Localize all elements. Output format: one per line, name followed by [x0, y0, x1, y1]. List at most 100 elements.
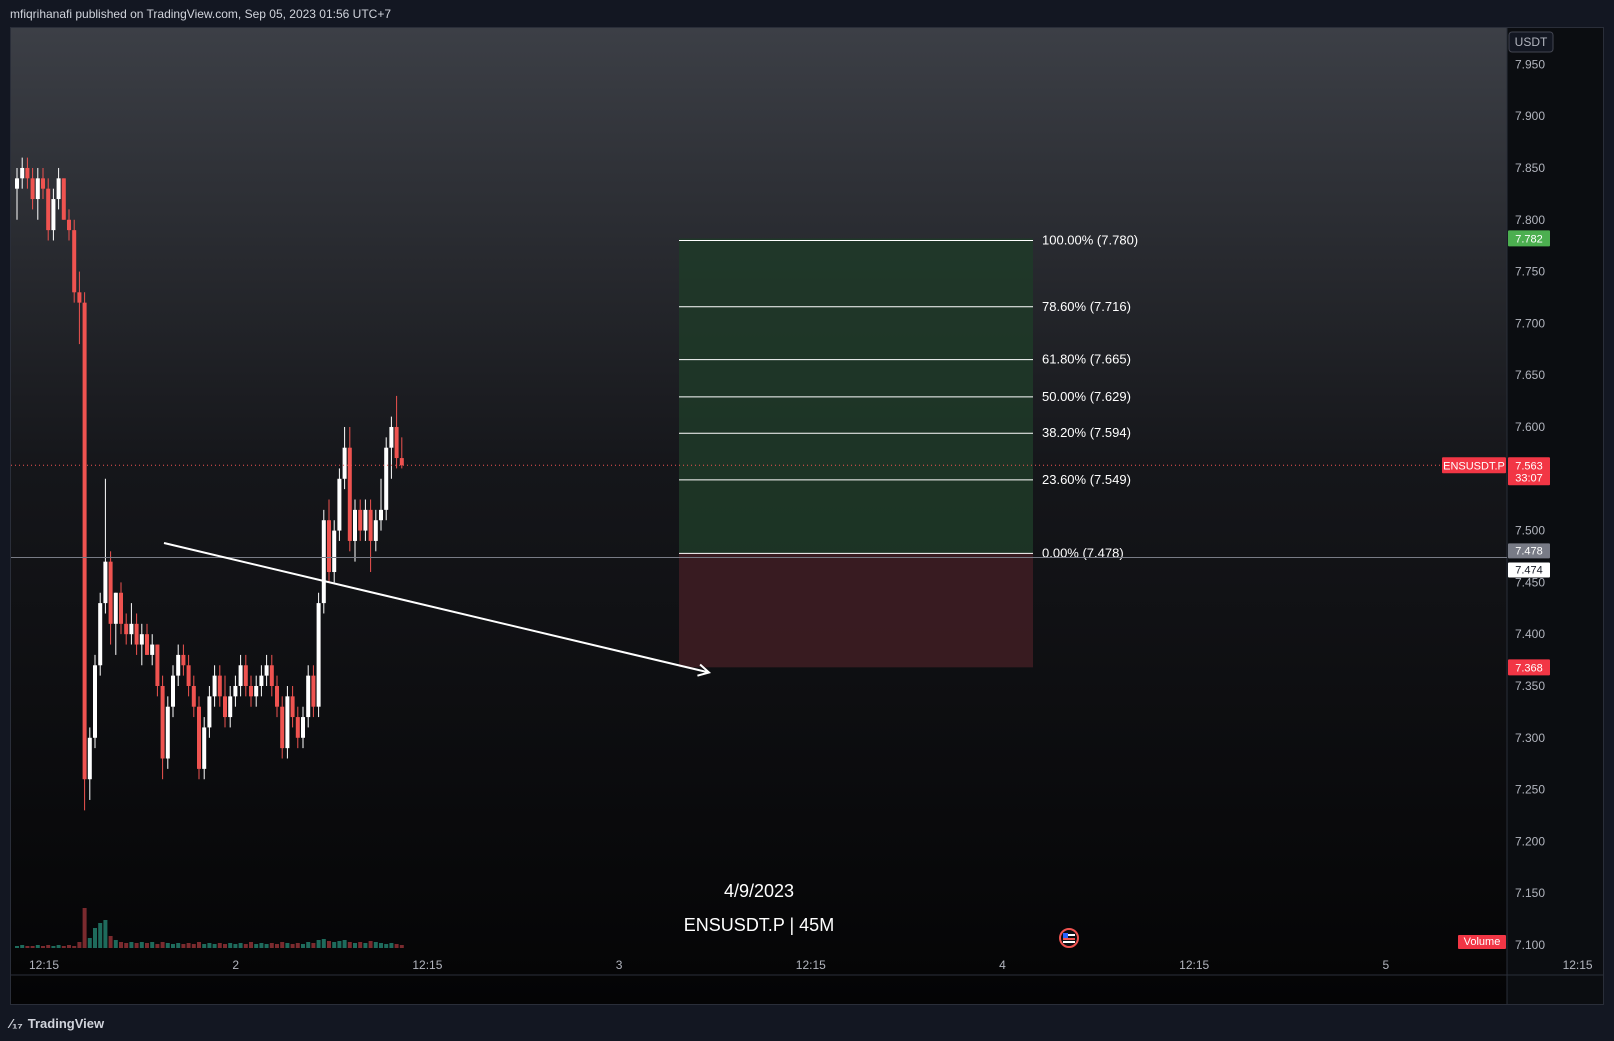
volume-bar: [113, 940, 118, 948]
stop-price-label: 7.368: [1515, 662, 1543, 674]
volume-bar: [254, 944, 259, 948]
candle-body: [217, 675, 222, 697]
time-tick-label: 3: [616, 958, 623, 972]
current-price-label: 7.474: [1515, 565, 1543, 577]
volume-bar: [290, 944, 295, 948]
time-tick-label: 12:15: [412, 958, 442, 972]
price-tick-label: 7.400: [1515, 627, 1545, 641]
fib-level-label: 50.00% (7.629): [1042, 389, 1131, 404]
volume-bar: [285, 943, 290, 948]
volume-bar: [165, 943, 170, 948]
candle-body: [51, 199, 56, 231]
volume-bar: [25, 946, 30, 948]
volume-bar: [134, 943, 139, 948]
candle-body: [87, 737, 92, 780]
price-tick-label: 7.300: [1515, 731, 1545, 745]
volume-bar: [379, 943, 383, 948]
watermark-date: 4/9/2023: [724, 881, 794, 901]
volume-bar: [243, 944, 248, 948]
tv-logo-icon: ⁄₁₇: [10, 1016, 23, 1031]
fib-level-label: 38.20% (7.594): [1042, 425, 1131, 440]
volume-bar: [72, 946, 77, 948]
volume-bar: [171, 944, 175, 948]
candle-body: [176, 654, 181, 676]
brand-name: TradingView: [27, 1016, 105, 1031]
currency-button[interactable]: [1508, 31, 1554, 53]
volume-bar: [363, 943, 368, 948]
volume-bar: [259, 943, 264, 948]
volume-bar: [15, 946, 19, 948]
price-tick-label: 7.150: [1515, 886, 1545, 900]
volume-bar: [337, 941, 342, 948]
chart-panel[interactable]: 100.00% (7.780) 78.60% (7.716) 61.80% (7.6…: [10, 27, 1604, 1005]
candle-body: [134, 623, 139, 645]
currency-label[interactable]: USDT: [1515, 35, 1548, 49]
volume-bar: [384, 944, 389, 948]
volume-bar: [269, 943, 274, 948]
candle-body: [332, 530, 337, 573]
fib-layer: 100.00% (7.780) 78.60% (7.716) 61.80% (7.6…: [679, 232, 1138, 668]
candle-body: [20, 167, 25, 179]
candle-body: [186, 665, 191, 686]
candle-body: [93, 665, 97, 738]
volume-bar: [20, 945, 25, 948]
candle-body: [77, 292, 82, 303]
candle-body: [202, 727, 207, 769]
candle-body: [171, 675, 175, 707]
price-tick-label: 7.850: [1515, 161, 1545, 175]
candle-body: [46, 188, 51, 231]
volume-bar: [67, 945, 71, 948]
entry-price-label-bg: [1508, 543, 1550, 559]
candle-body: [399, 458, 404, 466]
publish-bar: mfiqrihanafi published on TradingView.co…: [0, 0, 1614, 27]
fib-level-label: 100.00% (7.780): [1042, 232, 1138, 247]
flag-icon[interactable]: [1059, 928, 1079, 948]
time-tick-label: 2: [232, 958, 239, 972]
volume-bar: [280, 942, 285, 948]
time-tick-label: 12:15: [29, 958, 59, 972]
volume-bar: [46, 945, 51, 948]
tradingview-logo[interactable]: ⁄₁₇ TradingView: [10, 1016, 104, 1031]
candle-body: [311, 675, 316, 707]
volume-bar: [228, 943, 233, 948]
candle-body: [150, 644, 155, 655]
candle-body: [259, 675, 264, 686]
volume-bar: [347, 942, 352, 948]
volume-bar: [186, 943, 191, 948]
fib-level-label: 78.60% (7.716): [1042, 299, 1131, 314]
volume-label-bg: [1458, 935, 1506, 949]
volume-bar: [119, 942, 123, 948]
candle-body: [160, 685, 165, 759]
volume-bar: [202, 944, 207, 948]
volume-bar: [197, 942, 201, 948]
price-tick-label: 7.700: [1515, 316, 1545, 330]
time-tick-label: 12:15: [1563, 958, 1593, 972]
candle-body: [56, 178, 61, 200]
candle-body: [35, 178, 40, 200]
volume-bar: [108, 936, 113, 948]
symbol-tag-bg: [1442, 457, 1506, 474]
candle-body: [389, 426, 394, 448]
candle-body: [316, 603, 321, 707]
candlestick-chart[interactable]: 100.00% (7.780) 78.60% (7.716) 61.80% (7.6…: [11, 28, 1603, 1004]
volume-bar: [103, 920, 108, 948]
volume-bar: [301, 944, 305, 948]
volume-bar: [129, 942, 134, 948]
candle-body: [254, 685, 259, 697]
volume-bar: [249, 942, 253, 948]
volume-bar: [306, 942, 311, 948]
price-tick-label: 7.100: [1515, 938, 1545, 952]
candle-body: [285, 696, 290, 749]
volume-bar: [311, 943, 316, 948]
volume-bar: [373, 942, 378, 948]
candle-body: [363, 509, 368, 531]
candle-body: [379, 509, 383, 521]
price-tick-label: 7.750: [1515, 265, 1545, 279]
candle-body: [347, 447, 352, 541]
candle-body: [353, 509, 357, 541]
volume-bar: [51, 946, 56, 948]
lines-layer: [11, 464, 1507, 677]
price-tick-label: 7.350: [1515, 679, 1545, 693]
time-axis[interactable]: 12:15212:15312:15412:15512:15612:15712:1…: [29, 958, 1603, 972]
